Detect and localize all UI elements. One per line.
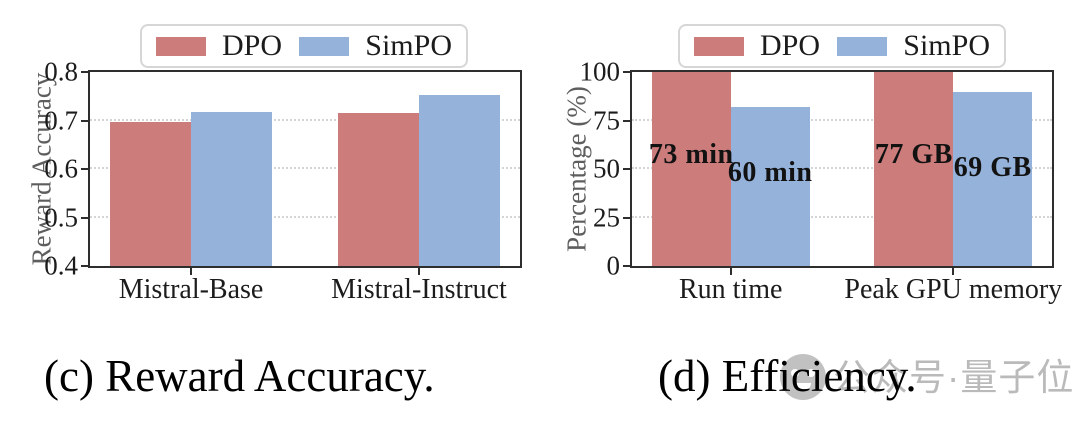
- y-tick-label: 0.4: [44, 250, 78, 281]
- x-tick-label: Mistral-Base: [118, 274, 264, 305]
- bar-dpo-1: [874, 72, 954, 266]
- gridline: [632, 118, 1052, 121]
- x-tick-label: Peak GPU memory: [844, 274, 1063, 305]
- legend-label-simpo: SimPO: [365, 29, 452, 62]
- x-tick-mark: [729, 266, 732, 275]
- simpo-color-swatch: [837, 36, 888, 56]
- bar-simpo-0: [730, 106, 810, 266]
- bar-value-label: 73 min: [648, 139, 734, 171]
- bar-value-label: 60 min: [727, 156, 813, 188]
- reward-accuracy-plot: 0.4 0.5 0.6 0.7 0.8 Mistral-Base Mistral-Instr…: [44, 58, 522, 304]
- dpo-color-swatch: [694, 36, 744, 56]
- y-tick-label: 0: [606, 250, 621, 281]
- y-tick-mark: [81, 71, 90, 73]
- y-tick-label: 0.7: [44, 105, 78, 135]
- gridline: [90, 167, 520, 169]
- x-tick-mark: [417, 266, 420, 275]
- bar-simpo-1: [418, 95, 500, 266]
- simpo-color-swatch: [299, 36, 350, 56]
- y-tick-label: 75: [593, 105, 620, 135]
- legend-label-simpo: SimPO: [903, 29, 990, 62]
- x-tick-label: Run time: [678, 274, 783, 305]
- bar-dpo-0: [110, 121, 192, 266]
- y-tick-mark: [623, 265, 632, 267]
- y-tick-mark: [81, 119, 90, 122]
- efficiency-plot: 0 25 50 75 100 Run time 73 min 60 min Peak GPU m…: [580, 58, 1063, 304]
- y-tick-mark: [81, 168, 90, 170]
- bar-value-label: 69 GB: [953, 152, 1032, 184]
- y-tick-mark: [623, 71, 632, 73]
- y-tick-label: 0.6: [44, 153, 78, 184]
- legend-efficiency: DPO SimPO: [678, 24, 1006, 68]
- gridline: [90, 118, 520, 121]
- legend-item-simpo: SimPO: [299, 31, 452, 61]
- legend-item-dpo: DPO: [694, 31, 820, 61]
- legend-label-dpo: DPO: [222, 29, 283, 62]
- bar-simpo-1: [953, 92, 1033, 266]
- y-tick-mark: [81, 265, 90, 267]
- caption-efficiency: (d) Efficiency.: [658, 351, 917, 401]
- x-tick-mark: [952, 266, 955, 275]
- x-tick-label: Mistral-Instruct: [331, 274, 507, 305]
- y-axis-label-percentage: Percentage (%): [561, 86, 592, 252]
- legend-item-dpo: DPO: [156, 31, 282, 61]
- gridline: [632, 215, 1052, 218]
- caption-reward-accuracy: (c) Reward Accuracy.: [44, 351, 435, 401]
- y-tick-mark: [623, 168, 632, 170]
- legend-reward-accuracy: DPO SimPO: [140, 24, 468, 68]
- y-tick-mark: [623, 119, 632, 122]
- legend-label-dpo: DPO: [760, 29, 821, 62]
- bar-dpo-0: [651, 72, 731, 266]
- legend-item-simpo: SimPO: [837, 31, 990, 61]
- bar-simpo-0: [191, 111, 272, 266]
- y-tick-mark: [623, 216, 632, 219]
- y-tick-label: 0.8: [44, 56, 78, 87]
- y-tick-label: 25: [593, 202, 620, 232]
- y-tick-label: 100: [579, 56, 621, 87]
- bar-dpo-1: [338, 113, 419, 266]
- y-tick-mark: [81, 216, 90, 219]
- dpo-color-swatch: [156, 36, 206, 56]
- gridline: [90, 215, 520, 218]
- bar-value-label: 77 GB: [874, 139, 953, 171]
- y-tick-label: 50: [593, 153, 620, 184]
- x-tick-mark: [190, 266, 193, 275]
- gridline: [632, 167, 1052, 169]
- y-tick-label: 0.5: [44, 202, 78, 232]
